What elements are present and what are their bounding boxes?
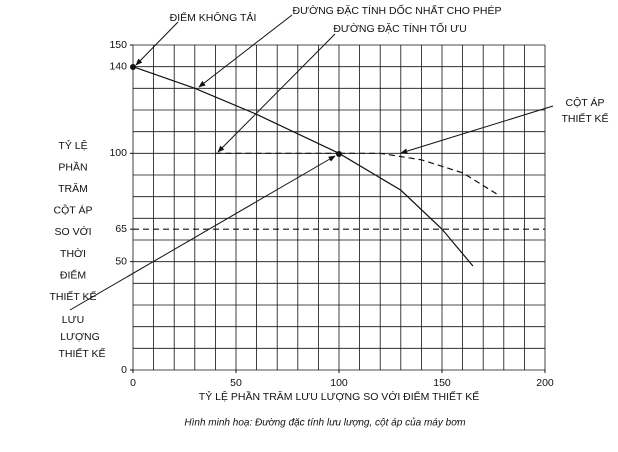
y-tick-label: 100 (109, 147, 127, 159)
annotation: ĐIỂM KHÔNG TẢI (170, 11, 257, 24)
annotation: LƯỢNG (60, 331, 100, 343)
x-tick-label: 100 (330, 377, 348, 389)
y-axis-label: ĐIỂM (60, 268, 86, 281)
annotation: ĐƯỜNG ĐẶC TÍNH DỐC NHẤT CHO PHÉP (293, 3, 502, 17)
x-tick-label: 0 (130, 377, 136, 389)
arrow (69, 155, 336, 311)
y-tick-label: 50 (115, 255, 127, 267)
series-line (132, 66, 474, 267)
x-tick-label: 200 (536, 377, 554, 389)
arrow (400, 105, 554, 154)
y-axis-label: TỶ LỆ (58, 139, 87, 152)
y-axis-label: PHẦN (58, 160, 87, 173)
arrow (217, 33, 336, 153)
point-marker (336, 151, 342, 157)
x-tick-label: 50 (230, 377, 242, 389)
y-axis-label: THỜI (60, 247, 86, 260)
series-line (339, 152, 498, 196)
arrow (198, 14, 293, 88)
y-axis-label: CỘT ÁP (54, 204, 93, 217)
y-tick-label: 150 (109, 39, 127, 51)
y-axis-label: THIẾT KẾ (49, 290, 96, 303)
annotation: LƯU (62, 314, 84, 326)
y-axis-label: SO VỚI (54, 225, 91, 238)
y-tick-label: 0 (121, 364, 127, 376)
arrows (69, 14, 554, 311)
arrow (135, 21, 179, 66)
x-tick-label: 150 (433, 377, 451, 389)
point-marker (130, 64, 136, 70)
annotation: CỘT ÁP (566, 96, 605, 109)
y-axis-label: TRĂM (58, 182, 88, 195)
caption: Hình minh hoạ: Đường đặc tính lưu lượng,… (184, 417, 465, 429)
y-tick-label: 140 (109, 60, 127, 72)
x-axis-label: TỶ LỆ PHẦN TRĂM LƯU LƯỢNG SO VỚI ĐIỂM TH… (199, 390, 479, 403)
annotation: THIẾT KẾ (58, 347, 105, 360)
annotation: ĐƯỜNG ĐẶC TÍNH TỐI ƯU (333, 21, 466, 35)
y-tick-label: 65 (115, 223, 127, 235)
annotation: THIẾT KẾ (561, 112, 608, 125)
plot: 0 50 65 100 140 150 0 50 100 150 200 TỶ LỆ PHẦN TRĂM C… (49, 39, 553, 389)
